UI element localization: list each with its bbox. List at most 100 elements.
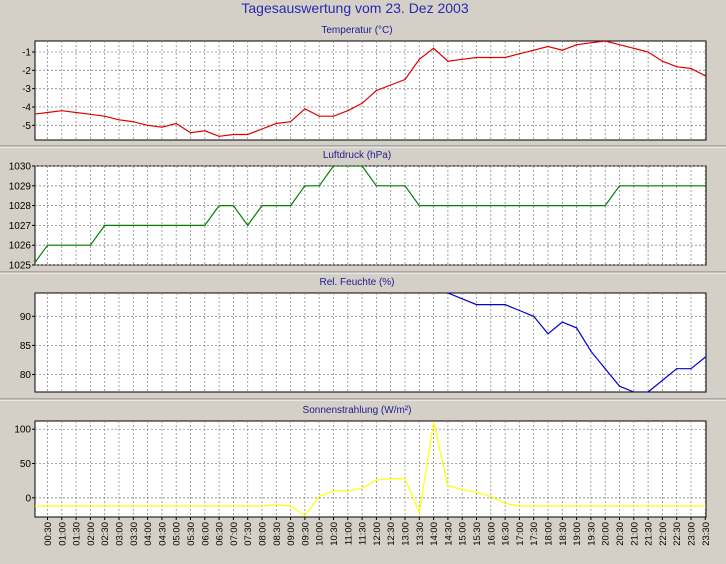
- y-tick-label: -3: [22, 84, 31, 95]
- data-point: [175, 224, 177, 226]
- plot-area: [34, 40, 707, 141]
- x-tick-label: 17:00: [515, 522, 526, 546]
- chart-panel-2: Luftdruck (hPa) 1025 1026 1027 1028 1029 1030: [9, 150, 707, 272]
- plot-area: [34, 292, 707, 393]
- x-tick-label: 21:30: [644, 522, 655, 546]
- x-tick-label: 22:30: [672, 522, 683, 546]
- data-point: [161, 224, 163, 226]
- y-tick-label: -5: [22, 121, 31, 132]
- data-point: [547, 45, 549, 48]
- data-point: [375, 185, 377, 187]
- data-point: [132, 505, 134, 507]
- data-point: [304, 108, 306, 110]
- data-point: [390, 84, 392, 86]
- y-tick-label: 100: [14, 425, 31, 436]
- x-tick-label: 14:30: [443, 522, 454, 546]
- data-point: [504, 304, 506, 306]
- data-point: [33, 114, 34, 115]
- data-point: [704, 75, 706, 77]
- y-tick-label: -4: [22, 103, 31, 114]
- data-point: [704, 505, 706, 507]
- y-tick-label: 1028: [9, 201, 32, 212]
- x-tick-label: 09:00: [286, 522, 297, 546]
- x-tick-label: 11:30: [358, 522, 369, 545]
- x-tick-label: 04:00: [143, 522, 154, 546]
- data-point: [189, 224, 192, 226]
- data-point: [475, 56, 478, 59]
- data-point: [318, 185, 320, 187]
- data-point: [347, 490, 349, 492]
- data-point: [447, 484, 449, 487]
- chart-panel-3: Rel. Feuchte (%) 80 85 90: [20, 277, 707, 393]
- x-tick-label: 18:30: [558, 522, 569, 546]
- data-point: [547, 333, 549, 335]
- data-point: [633, 391, 635, 392]
- data-point: [290, 121, 292, 123]
- y-tick-label: 80: [20, 370, 32, 381]
- data-point: [89, 505, 91, 507]
- data-point: [475, 304, 478, 306]
- data-point: [633, 185, 635, 187]
- data-point: [46, 505, 49, 507]
- data-point: [547, 205, 549, 207]
- data-point: [433, 421, 435, 423]
- x-tick-label: 06:00: [200, 522, 211, 546]
- data-point: [676, 185, 678, 187]
- data-point: [661, 60, 664, 62]
- data-point: [676, 368, 678, 370]
- data-point: [518, 53, 521, 55]
- y-tick-label: 85: [20, 341, 32, 352]
- data-point: [361, 166, 363, 167]
- x-tick-label: 07:30: [243, 522, 254, 546]
- data-point: [147, 505, 149, 507]
- panel-title: Temperatur (°C): [321, 25, 392, 36]
- data-point: [247, 224, 249, 226]
- data-point: [618, 44, 621, 46]
- x-tick-label: 05:30: [186, 522, 197, 546]
- data-point: [61, 244, 63, 246]
- x-tick-label: 18:00: [544, 522, 555, 546]
- data-point: [390, 478, 392, 480]
- data-point: [161, 505, 163, 507]
- data-point: [390, 185, 392, 187]
- data-point: [533, 49, 535, 51]
- x-tick-label: 00:30: [43, 522, 54, 546]
- x-tick-label: 06:30: [215, 522, 226, 546]
- data-point: [304, 515, 306, 517]
- data-point: [561, 205, 563, 207]
- x-tick-label: 08:30: [272, 522, 283, 546]
- data-point: [46, 111, 49, 114]
- data-point: [533, 505, 535, 507]
- data-point: [290, 505, 292, 507]
- data-point: [175, 122, 177, 125]
- data-point: [518, 505, 521, 507]
- data-point: [590, 42, 592, 44]
- data-point: [561, 49, 563, 51]
- y-tick-label: 1026: [9, 241, 32, 252]
- data-point: [433, 47, 435, 49]
- x-tick-label: 03:00: [115, 522, 126, 546]
- data-point: [418, 205, 420, 207]
- data-point: [447, 205, 449, 207]
- data-point: [504, 205, 506, 207]
- data-point: [690, 505, 692, 507]
- data-point: [33, 505, 34, 506]
- data-point: [332, 490, 335, 492]
- data-point: [261, 128, 263, 130]
- data-point: [218, 205, 220, 207]
- data-point: [204, 505, 206, 507]
- data-point: [604, 205, 606, 207]
- data-point: [418, 512, 420, 514]
- y-tick-label: 90: [20, 312, 32, 323]
- data-point: [447, 60, 449, 62]
- y-tick-label: 1030: [9, 162, 32, 173]
- data-point: [576, 44, 578, 46]
- data-point: [590, 350, 592, 352]
- panel-title: Sonnenstrahlung (W/m²): [303, 405, 412, 416]
- data-point: [647, 51, 649, 53]
- data-point: [218, 505, 220, 507]
- data-point: [104, 115, 106, 117]
- data-point: [461, 205, 463, 207]
- data-point: [618, 385, 621, 387]
- data-point: [275, 205, 277, 207]
